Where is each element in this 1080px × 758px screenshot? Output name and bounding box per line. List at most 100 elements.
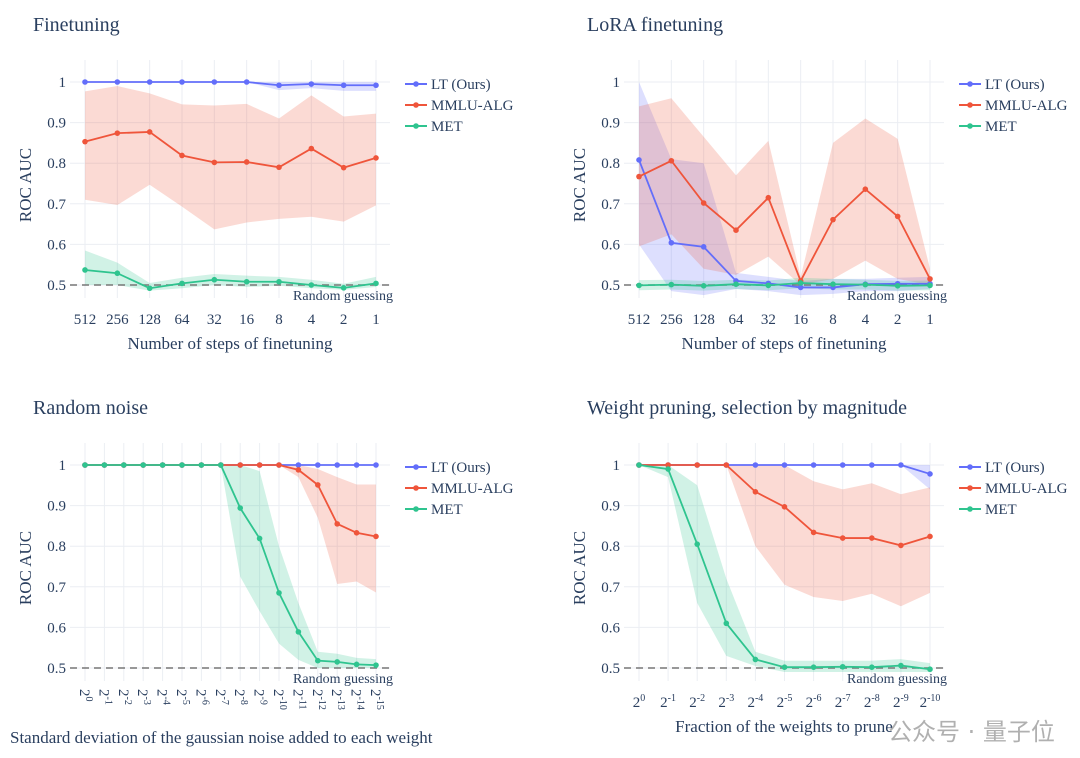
point-lt-ours [781, 462, 788, 468]
point-met [82, 267, 88, 273]
legend-marker [413, 506, 419, 512]
random-guessing-label: Random guessing [847, 672, 947, 687]
point-mmlu-alg [927, 276, 933, 282]
y-tick-label: 0.5 [601, 661, 620, 677]
point-mmlu-alg [315, 482, 321, 488]
random-guessing-label: Random guessing [293, 672, 393, 687]
point-mmlu-alg [114, 130, 121, 136]
point-lt-ours [898, 462, 904, 468]
y-tick-label: 1 [613, 458, 621, 474]
y-tick-label: 0.6 [601, 620, 620, 636]
point-met [862, 281, 869, 288]
point-mmlu-alg [256, 462, 263, 468]
point-met [256, 535, 263, 542]
legend-marker [413, 464, 419, 470]
point-lt-ours [340, 82, 347, 89]
chart-title: Random noise [33, 397, 148, 419]
y-tick-label: 0.9 [601, 499, 620, 515]
y-tick-label: 0.8 [47, 156, 66, 172]
point-lt-ours [315, 462, 321, 468]
point-met [636, 462, 642, 468]
band-met [85, 465, 376, 668]
point-met [276, 278, 282, 285]
x-axis-label: Number of steps of finetuning [128, 334, 333, 353]
x-tick-label: 4 [308, 312, 316, 328]
y-tick-label: 0.5 [47, 278, 66, 294]
legend-label: LT (Ours) [985, 77, 1045, 93]
point-met [869, 664, 875, 670]
x-axis-label: Fraction of the weights to prune [675, 717, 893, 736]
x-tick-label: 64 [175, 312, 191, 328]
point-mmlu-alg [765, 194, 772, 201]
point-met [733, 281, 739, 287]
band-mmlu-alg [639, 465, 930, 607]
x-tick-label: 20 [76, 689, 94, 702]
point-lt-ours [295, 462, 302, 468]
point-mmlu-alg [862, 186, 869, 192]
point-met [765, 282, 772, 289]
point-mmlu-alg [810, 529, 817, 536]
point-lt-ours [373, 462, 379, 468]
point-mmlu-alg [723, 462, 730, 468]
chart-title: Finetuning [33, 14, 120, 36]
point-met [308, 282, 315, 288]
legend-marker [967, 81, 973, 87]
band-mmlu-alg [639, 98, 930, 286]
legend-label: MMLU-ALG [985, 481, 1068, 497]
watermark: 公众号 · 量子位 [888, 718, 1055, 746]
point-mmlu-alg [340, 164, 347, 171]
legend-label: LT (Ours) [431, 460, 491, 476]
point-lt-ours [752, 462, 759, 468]
x-tick-label: 2-13 [328, 689, 346, 710]
point-mmlu-alg [694, 462, 700, 468]
x-tick-label: 2-3 [134, 689, 152, 705]
line-met [85, 464, 377, 667]
legend-marker [967, 485, 973, 491]
chart-title: Weight pruning, selection by magnitude [587, 397, 907, 419]
line-met [638, 282, 931, 287]
legend-marker [967, 506, 973, 512]
band-met [639, 465, 930, 673]
x-tick-label: 20 [633, 693, 646, 711]
y-axis-label: ROC AUC [16, 148, 35, 222]
x-tick-label: 256 [106, 312, 129, 328]
x-tick-label: 2-5 [173, 689, 191, 705]
point-met [898, 662, 904, 669]
point-lt-ours [668, 239, 675, 246]
legend-label: MET [985, 502, 1017, 518]
point-mmlu-alg [927, 533, 933, 540]
band-mmlu-alg [85, 465, 376, 593]
point-met [179, 280, 185, 287]
x-tick-label: 2-7 [835, 693, 851, 711]
point-mmlu-alg [353, 530, 360, 536]
x-tick-label: 16 [239, 312, 255, 328]
point-mmlu-alg [665, 462, 671, 468]
x-tick-label: 2-2 [115, 689, 133, 705]
chart-title: LoRA finetuning [587, 14, 723, 36]
line-met [84, 269, 377, 290]
band-mmlu-alg [85, 86, 376, 230]
point-met [198, 462, 205, 468]
point-mmlu-alg [636, 173, 642, 180]
point-met [353, 661, 360, 668]
point-met [723, 620, 730, 627]
x-tick-label: 32 [207, 312, 222, 328]
point-lt-ours [869, 462, 875, 468]
point-met [140, 462, 146, 468]
point-met [179, 462, 185, 468]
point-mmlu-alg [211, 159, 218, 166]
point-mmlu-alg [308, 145, 315, 152]
x-tick-label: 8 [829, 312, 837, 328]
legend-marker [413, 81, 419, 87]
y-tick-label: 0.8 [601, 539, 620, 555]
y-axis-label: ROC AUC [570, 531, 589, 605]
x-tick-label: 2-12 [309, 689, 327, 710]
point-lt-ours [179, 79, 185, 85]
x-tick-label: 2-8 [864, 693, 880, 711]
legend-marker [967, 102, 973, 108]
band-lt-ours- [639, 82, 930, 296]
point-met [830, 281, 836, 287]
x-tick-label: 2-2 [689, 693, 705, 711]
point-mmlu-alg [82, 138, 88, 145]
